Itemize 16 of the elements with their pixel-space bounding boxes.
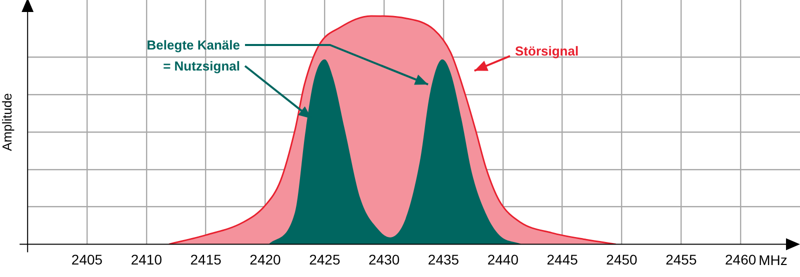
x-tick-label: 2410 [130, 251, 162, 268]
x-tick-label: 2420 [250, 251, 282, 268]
text: Störsignal [515, 44, 579, 59]
x-tick-label: 2405 [71, 251, 103, 268]
x-tick-label: 2425 [309, 251, 340, 268]
x-tick-label: 2460 [725, 251, 756, 268]
x-tick-label: 2415 [190, 251, 222, 268]
x-tick-label: 2450 [606, 251, 638, 268]
text: Belegte Kanäle = Nutzsignal [146, 38, 240, 74]
y-axis-title: Amplitude [0, 93, 14, 152]
x-tick-label: 2440 [487, 251, 519, 268]
x-tick-label: 2445 [546, 251, 578, 268]
x-tick-label: 2430 [368, 251, 400, 268]
x-tick-label: 2455 [666, 251, 697, 268]
x-axis-title: MHz [758, 252, 788, 268]
x-tick-label: 2435 [428, 251, 460, 268]
